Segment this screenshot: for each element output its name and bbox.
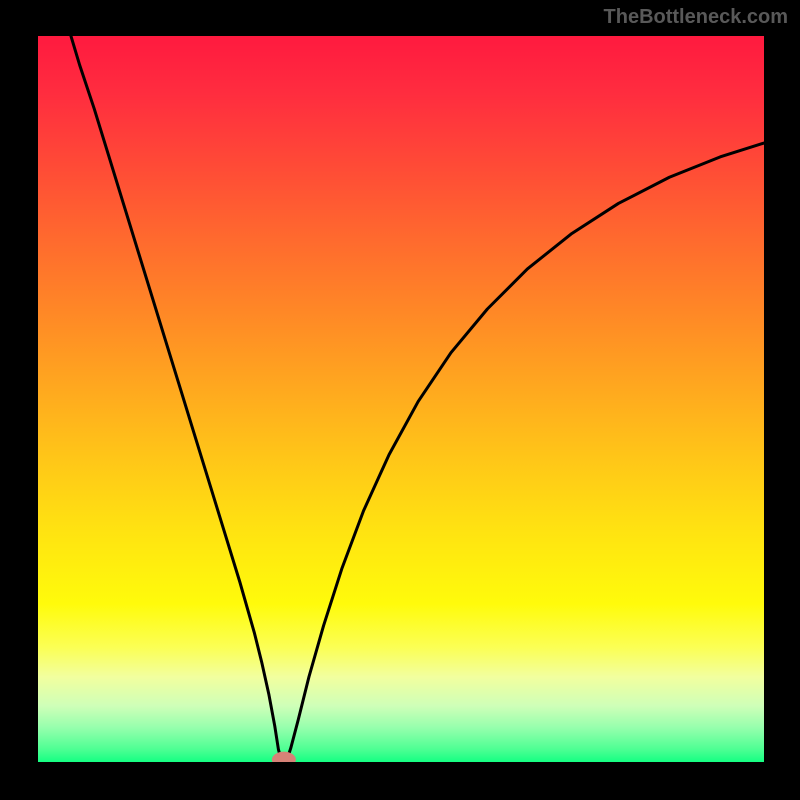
bottleneck-curve <box>69 36 764 764</box>
plot-svg <box>36 36 764 764</box>
watermark-text: TheBottleneck.com <box>604 6 788 29</box>
chart-frame <box>36 36 764 764</box>
